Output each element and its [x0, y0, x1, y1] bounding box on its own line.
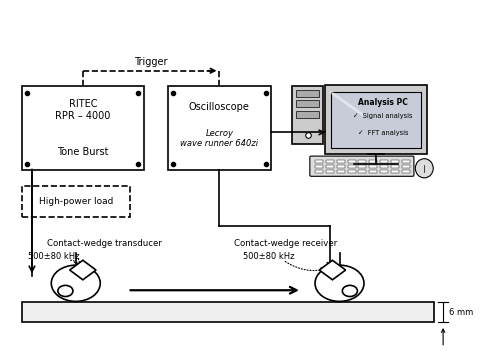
FancyBboxPatch shape: [369, 170, 376, 173]
FancyBboxPatch shape: [390, 170, 398, 173]
FancyBboxPatch shape: [379, 165, 387, 168]
FancyBboxPatch shape: [358, 170, 366, 173]
FancyBboxPatch shape: [379, 160, 387, 164]
FancyBboxPatch shape: [309, 156, 413, 176]
FancyBboxPatch shape: [296, 90, 319, 97]
Text: Trigger: Trigger: [134, 57, 168, 67]
FancyBboxPatch shape: [167, 86, 271, 170]
FancyBboxPatch shape: [379, 170, 387, 173]
FancyBboxPatch shape: [325, 170, 333, 173]
FancyBboxPatch shape: [347, 170, 355, 173]
Text: Oscilloscope: Oscilloscope: [189, 102, 249, 112]
Text: Contact-wedge transducer: Contact-wedge transducer: [47, 239, 161, 249]
FancyBboxPatch shape: [325, 165, 333, 168]
Text: ✓  Signal analysis: ✓ Signal analysis: [353, 113, 412, 119]
Text: Lecroy
wave runner 640zi: Lecroy wave runner 640zi: [180, 129, 258, 148]
FancyBboxPatch shape: [369, 160, 376, 164]
FancyBboxPatch shape: [401, 165, 409, 168]
FancyBboxPatch shape: [347, 160, 355, 164]
Text: 500±80 kHz: 500±80 kHz: [28, 252, 79, 261]
FancyBboxPatch shape: [22, 86, 144, 170]
FancyBboxPatch shape: [314, 165, 323, 168]
FancyBboxPatch shape: [369, 165, 376, 168]
Text: Tone Burst: Tone Burst: [57, 147, 108, 156]
FancyBboxPatch shape: [296, 100, 319, 107]
FancyBboxPatch shape: [324, 85, 426, 154]
Ellipse shape: [414, 159, 432, 178]
Text: ✓  FFT analysis: ✓ FFT analysis: [357, 130, 408, 136]
FancyBboxPatch shape: [390, 160, 398, 164]
FancyBboxPatch shape: [401, 170, 409, 173]
FancyBboxPatch shape: [314, 160, 323, 164]
FancyBboxPatch shape: [296, 111, 319, 118]
Text: 6 mm: 6 mm: [448, 308, 472, 316]
FancyBboxPatch shape: [22, 302, 433, 321]
FancyBboxPatch shape: [22, 186, 130, 217]
Text: Analysis PC: Analysis PC: [358, 98, 408, 107]
FancyBboxPatch shape: [314, 170, 323, 173]
FancyBboxPatch shape: [336, 160, 344, 164]
FancyBboxPatch shape: [325, 160, 333, 164]
FancyBboxPatch shape: [390, 165, 398, 168]
Polygon shape: [70, 260, 96, 280]
FancyBboxPatch shape: [330, 92, 420, 148]
FancyBboxPatch shape: [292, 86, 323, 144]
Text: Contact-wedge receiver: Contact-wedge receiver: [233, 239, 336, 249]
Text: High-power load: High-power load: [38, 197, 113, 206]
Text: RITEC
RPR – 4000: RITEC RPR – 4000: [55, 99, 110, 121]
FancyBboxPatch shape: [336, 170, 344, 173]
Polygon shape: [319, 260, 345, 280]
FancyBboxPatch shape: [358, 160, 366, 164]
FancyBboxPatch shape: [358, 165, 366, 168]
Text: 500±80 kHz: 500±80 kHz: [242, 252, 294, 261]
FancyBboxPatch shape: [347, 165, 355, 168]
FancyBboxPatch shape: [401, 160, 409, 164]
FancyBboxPatch shape: [336, 165, 344, 168]
